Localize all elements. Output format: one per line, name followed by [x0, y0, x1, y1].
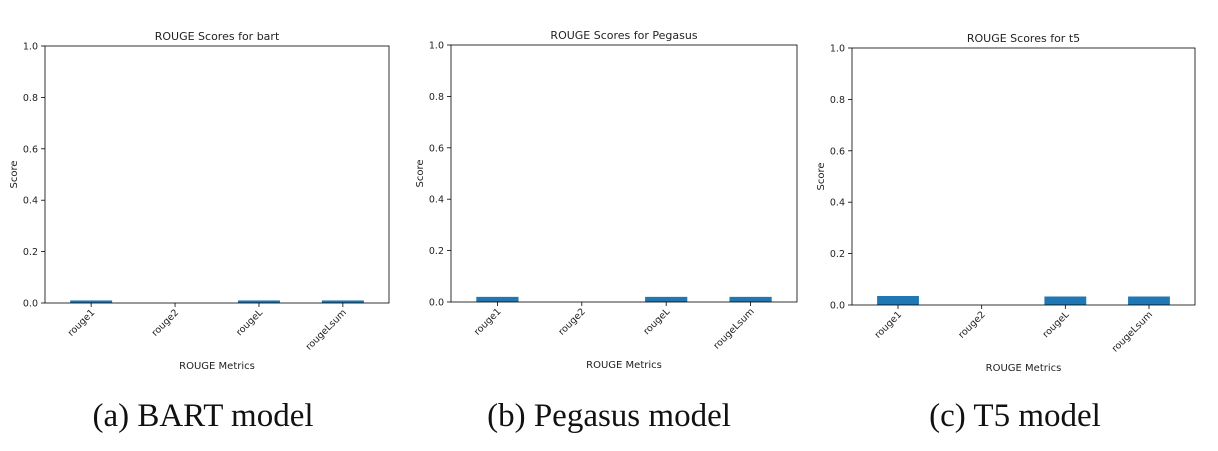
y-tick-label: 0.2 — [23, 247, 38, 258]
bar-rougeL — [1044, 296, 1087, 305]
chart-panel-pegasus: ROUGE Scores for Pegasus 0.0 0.2 0.4 0.6 0.8 1… — [406, 0, 812, 451]
plot-frame — [450, 44, 798, 303]
y-tick-label: 0.8 — [830, 95, 845, 106]
x-axis-label: ROUGE Metrics — [986, 363, 1062, 374]
y-tick-label: 0.6 — [830, 146, 845, 157]
bar-rougeL — [237, 300, 280, 303]
plot-frame — [851, 47, 1196, 306]
bar-rouge1 — [476, 296, 519, 302]
bar-rougeLsum — [729, 296, 772, 302]
caption-pegasus: (b) Pegasus model — [487, 398, 731, 434]
y-axis-label: Score — [816, 162, 827, 190]
x-axis-label: ROUGE Metrics — [179, 361, 255, 372]
bar-rouge1 — [877, 296, 919, 305]
y-tick-label: 0.0 — [23, 299, 38, 310]
x-tick-label-rougeL: rougeL — [641, 306, 672, 337]
y-tick-label: 0.0 — [830, 301, 845, 312]
y-tick-label: 0.2 — [830, 249, 845, 260]
y-tick-label: 1.0 — [830, 44, 845, 55]
x-tick-label-rouge2: rouge2 — [150, 307, 181, 338]
chart-title: ROUGE Scores for Pegasus — [550, 29, 697, 42]
x-axis-label: ROUGE Metrics — [586, 360, 662, 371]
x-tick-label-rougeL: rougeL — [234, 307, 265, 338]
chart-pegasus: ROUGE Scores for Pegasus 0.0 0.2 0.4 0.6 0.8 1… — [415, 29, 798, 371]
y-tick-label: 0.4 — [830, 198, 845, 209]
y-tick-label: 0.6 — [429, 143, 444, 154]
x-tick-label-rougeLsum: rougeLsum — [304, 307, 349, 352]
x-tick-label-rouge2: rouge2 — [556, 306, 587, 337]
y-tick-label: 0.4 — [23, 196, 38, 207]
bar-rougeLsum — [1128, 296, 1170, 305]
y-tick-label: 0.2 — [429, 246, 444, 257]
chart-bart: ROUGE Scores for bart 0.0 0.2 0.4 0.6 0.8 1.0 r… — [9, 30, 390, 372]
y-tick-label: 1.0 — [23, 42, 38, 53]
caption-bart: (a) BART model — [92, 398, 314, 434]
x-tick-label-rouge1: rouge1 — [873, 309, 904, 340]
bar-rougeLsum — [321, 300, 364, 303]
x-tick-label-rougeLsum: rougeLsum — [711, 306, 756, 351]
x-tick-label-rouge1: rouge1 — [472, 306, 503, 337]
caption-t5: (c) T5 model — [929, 398, 1101, 434]
y-tick-label: 0.4 — [429, 195, 444, 206]
x-tick-label-rougeL: rougeL — [1041, 309, 1072, 340]
chart-title: ROUGE Scores for bart — [155, 30, 280, 43]
bar-rougeL — [645, 296, 688, 302]
x-tick-label-rougeLsum: rougeLsum — [1110, 309, 1155, 354]
y-axis-label: Score — [415, 159, 426, 187]
x-tick-label-rouge1: rouge1 — [66, 307, 97, 338]
y-tick-label: 0.8 — [23, 93, 38, 104]
chart-title: ROUGE Scores for t5 — [967, 32, 1080, 45]
chart-t5: ROUGE Scores for t5 0.0 0.2 0.4 0.6 0.8 1.0 rou… — [816, 32, 1196, 374]
y-tick-label: 0.6 — [23, 144, 38, 155]
y-tick-label: 0.0 — [429, 298, 444, 309]
bar-rouge1 — [70, 300, 113, 303]
y-axis-label: Score — [9, 160, 20, 188]
y-tick-label: 0.8 — [429, 92, 444, 103]
chart-panel-bart: ROUGE Scores for bart 0.0 0.2 0.4 0.6 0.8 1.0 r… — [0, 0, 406, 451]
y-tick-label: 1.0 — [429, 41, 444, 52]
x-tick-label-rouge2: rouge2 — [956, 309, 987, 340]
chart-panel-t5: ROUGE Scores for t5 0.0 0.2 0.4 0.6 0.8 1.0 rou… — [812, 0, 1218, 451]
plot-frame — [44, 45, 390, 304]
